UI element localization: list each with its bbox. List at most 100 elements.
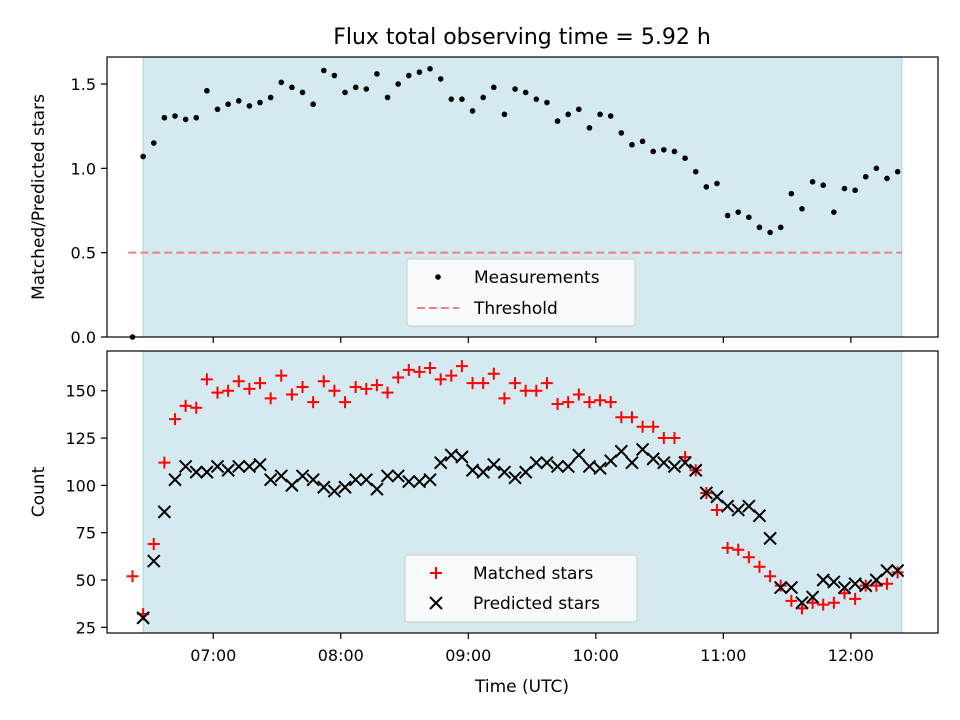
predicted-star-point [582,459,597,474]
measurement-point [299,89,306,96]
predicted-star-point [327,484,342,498]
measurement-point [554,118,561,124]
predicted-star-point [476,465,490,479]
matched-star-point [147,538,160,551]
measurement-point [565,111,571,118]
predicted-star-point [742,499,756,513]
predicted-star-point [689,463,703,477]
matched-star-point [509,377,522,390]
matched-star-point [498,392,511,405]
predicted-star-point [550,459,565,474]
matched-star-point [158,456,171,469]
measurement-point [714,180,720,187]
measurement-point [491,84,497,91]
measurement-point [671,148,678,155]
predicted-star-point [561,459,575,474]
bottom-legend: Matched stars Predicted stars [404,554,638,623]
matched-star-point [647,420,660,433]
matched-star-point [891,566,904,579]
predicted-star-point [805,590,820,604]
measurement-point [150,140,157,146]
predicted-star-point [487,457,501,472]
predicted-star-point [380,469,395,483]
predicted-star-point [678,455,692,470]
predicted-star-point [306,472,320,487]
predicted-star-point [635,442,650,457]
matched-star-point [764,570,777,583]
predicted-star-point [646,452,660,466]
legend-marker-matched [430,567,442,579]
predicted-star-point [178,459,193,474]
predicted-star-point [593,461,607,476]
measurement-point [873,165,880,172]
predicted-star-point [444,448,459,462]
predicted-star-point [497,465,512,479]
measurement-point [767,229,773,236]
matched-star-point [445,369,458,382]
matched-star-point [477,377,490,390]
top-ytick-label: 0.0 [71,328,96,347]
measurement-point [459,96,465,102]
matched-star-point [785,594,798,607]
predicted-star-point [731,503,745,517]
matched-star-point [774,579,787,592]
bottom-axes-frame [106,350,939,634]
predicted-star-point [263,472,278,487]
matched-star-point [742,551,755,564]
predicted-star-point [423,472,437,487]
measurement-point [682,155,688,162]
predicted-star-point [540,455,554,470]
measurement-point [607,113,614,119]
matched-star-point [806,596,819,609]
matched-star-point [370,379,383,392]
predicted-star-point [232,459,246,474]
measurement-point [597,111,603,118]
matched-star-point [721,541,734,554]
matched-star-point [200,373,213,386]
measurement-point [405,72,412,79]
legend-label-matched: Matched stars [473,564,593,584]
predicted-star-point [837,580,852,595]
measurement-point [522,89,529,96]
predicted-star-point [433,455,448,470]
measurement-point [809,179,816,185]
matched-star-point [339,396,352,409]
bottom-ytick-label: 75 [76,524,96,543]
bottom-xtick-label: 12:00 [828,646,874,665]
matched-star-point [710,503,723,516]
measurement-point [246,103,253,109]
legend-marker-measurements [435,274,441,280]
measurement-point [214,106,221,113]
legend-label-predicted: Predicted stars [473,594,600,614]
predicted-star-point [518,465,533,479]
measurement-point [469,108,476,114]
measurement-point [661,146,667,153]
matched-star-point [487,367,500,380]
measurement-point [544,99,550,106]
predicted-star-point [827,575,841,589]
predicted-star-point [572,448,586,462]
measurement-point [788,190,795,197]
x-axis-label: Time (UTC) [474,677,569,697]
predicted-star-point [667,459,682,474]
matched-star-point [880,577,893,590]
measurement-point [746,214,752,221]
measurement-point [267,94,274,101]
matched-star-point [540,377,553,390]
measurement-point [363,86,370,92]
measurement-point [289,84,295,91]
predicted-star-point [285,478,299,493]
predicted-star-point [200,465,214,479]
measurement-point [884,175,890,182]
predicted-star-point [816,573,830,587]
predicted-star-point [763,531,777,546]
predicted-star-point [465,463,480,477]
matched-star-point [551,397,564,410]
matched-star-point [625,411,638,424]
predicted-star-point [348,472,363,487]
bottom-ytick-label: 125 [65,429,96,448]
measurement-point [724,212,731,219]
predicted-star-point [720,499,735,513]
matched-star-point [583,396,596,409]
